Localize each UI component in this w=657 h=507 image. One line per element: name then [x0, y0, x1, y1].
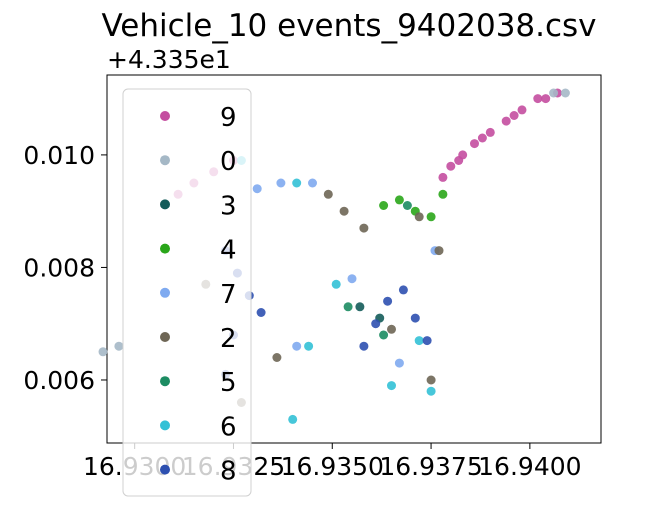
- data-point-series-4-1: [394, 195, 404, 205]
- data-point-series-9-9: [454, 156, 464, 165]
- data-point-series-3-0: [355, 302, 365, 312]
- legend-marker-5: [160, 376, 170, 387]
- data-point-series-2-3: [414, 212, 424, 222]
- data-point-series-6-1: [292, 178, 302, 188]
- data-point-series-0-2: [98, 347, 108, 357]
- data-point-series-9-12: [541, 94, 551, 104]
- legend-marker-7: [160, 287, 170, 298]
- data-point-series-7-6: [292, 341, 302, 351]
- data-point-series-2-2: [359, 223, 369, 233]
- data-point-series-5-2: [402, 201, 412, 210]
- legend-marker-2: [160, 332, 170, 342]
- y-axis: 0.006 0.008 0.010: [23, 141, 107, 395]
- data-point-series-9-7: [533, 94, 543, 104]
- y-tick-label: 0.010: [23, 141, 95, 170]
- data-point-series-8-8: [383, 296, 393, 306]
- y-offset-label: +4.335e1: [107, 45, 231, 74]
- y-tick-label: 0.008: [23, 253, 95, 282]
- data-point-series-6-6: [426, 386, 436, 396]
- data-point-series-2-1: [339, 206, 349, 216]
- legend-label-5: 5: [220, 368, 237, 398]
- data-point-series-4-0: [379, 201, 389, 210]
- legend-marker-9: [160, 111, 170, 121]
- data-point-series-8-7: [371, 319, 381, 329]
- y-tick-label: 0.006: [23, 366, 95, 395]
- data-point-series-8-3: [256, 308, 266, 317]
- data-point-series-6-7: [288, 414, 298, 424]
- data-point-series-7-3: [347, 274, 357, 284]
- data-point-series-9-11: [509, 111, 519, 120]
- data-point-series-4-4: [438, 189, 448, 199]
- data-point-series-5-1: [379, 330, 389, 340]
- legend-label-0: 0: [220, 147, 237, 177]
- legend-label-9: 9: [220, 103, 237, 133]
- data-point-series-0-1: [560, 88, 570, 98]
- data-point-series-8-11: [422, 336, 432, 346]
- data-point-series-2-0: [323, 189, 333, 199]
- legend-label-6: 6: [220, 412, 237, 442]
- data-point-series-9-0: [438, 172, 448, 182]
- data-point-series-6-4: [304, 341, 314, 351]
- data-point-series-7-2: [308, 178, 317, 188]
- data-point-series-6-5: [387, 381, 396, 391]
- data-point-series-5-0: [343, 302, 353, 312]
- data-point-series-9-10: [477, 133, 487, 143]
- data-point-series-6-3: [414, 336, 424, 346]
- data-point-series-8-6: [359, 341, 369, 351]
- legend: 9 0 3 4 7 2 5 6 8: [122, 88, 252, 497]
- data-point-series-9-6: [517, 105, 527, 115]
- data-point-series-7-5: [394, 358, 404, 368]
- data-point-series-7-1: [276, 178, 286, 188]
- legend-label-7: 7: [220, 280, 237, 310]
- data-point-series-2-6: [272, 353, 282, 362]
- data-point-series-6-2: [331, 279, 341, 289]
- data-point-series-8-9: [398, 285, 408, 295]
- data-point-series-8-10: [410, 313, 420, 323]
- data-point-series-0-3: [114, 341, 124, 351]
- data-point-series-4-3: [426, 212, 436, 222]
- chart-title: Vehicle_10 events_9402038.csv: [101, 8, 596, 44]
- legend-marker-4: [160, 243, 170, 254]
- data-point-series-2-5: [387, 324, 396, 334]
- x-tick-label: 16.9375: [379, 452, 482, 481]
- legend-label-4: 4: [220, 236, 237, 266]
- data-point-series-9-5: [501, 116, 511, 126]
- x-tick-label: 16.9400: [478, 452, 581, 481]
- data-point-series-9-4: [485, 127, 495, 137]
- data-point-series-9-3: [470, 139, 479, 149]
- x-tick-label: 16.9350: [281, 452, 384, 481]
- legend-marker-8: [160, 464, 170, 475]
- data-point-series-9-1: [446, 161, 456, 171]
- legend-label-8: 8: [220, 457, 237, 487]
- legend-marker-3: [160, 199, 170, 210]
- legend-label-2: 2: [220, 324, 237, 354]
- legend-marker-0: [160, 155, 170, 166]
- legend-label-3: 3: [220, 191, 237, 221]
- data-point-series-7-0: [252, 184, 262, 194]
- legend-marker-6: [160, 420, 170, 431]
- data-point-series-0-0: [549, 88, 559, 98]
- data-point-series-2-4: [434, 246, 444, 256]
- legend-frame: [122, 88, 252, 497]
- data-point-series-2-9: [426, 375, 436, 385]
